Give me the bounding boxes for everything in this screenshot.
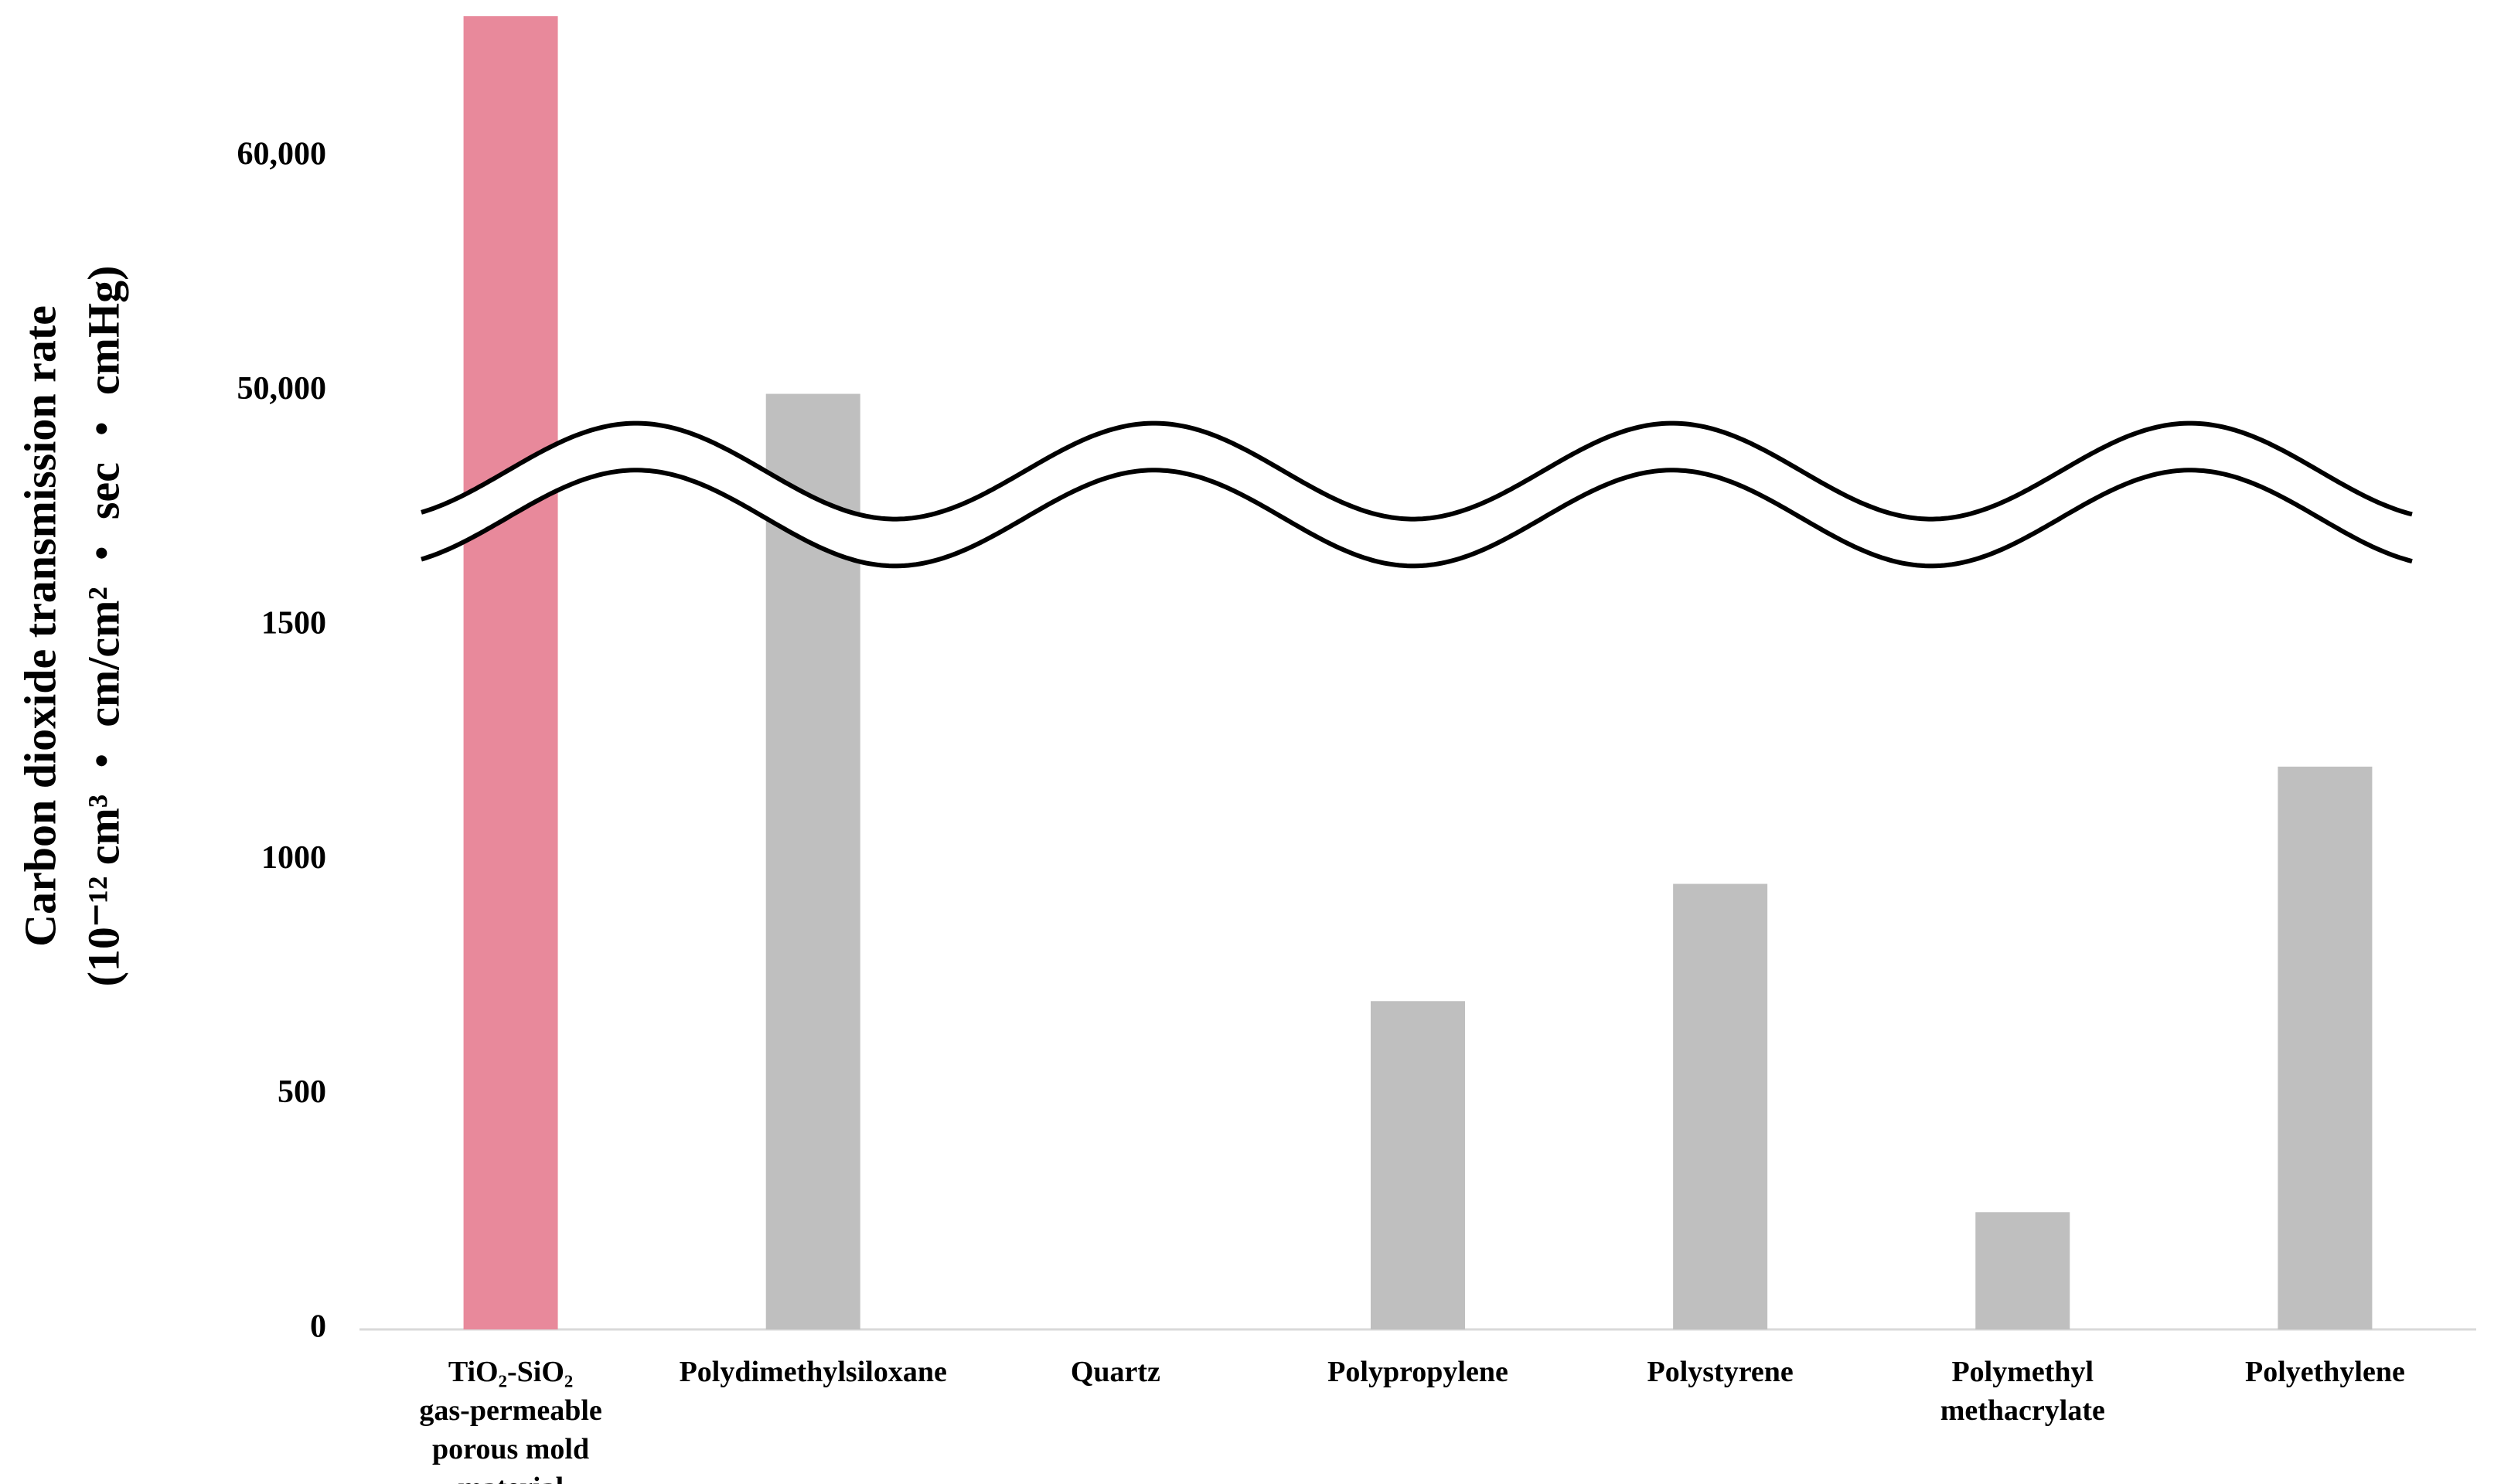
y-tick-label: 60,000 [237, 137, 327, 172]
x-tick-label: Polypropylene [1327, 1356, 1508, 1388]
x-tick-label: Polydimethylsiloxane [680, 1356, 947, 1388]
y-tick-label: 50,000 [237, 371, 327, 407]
y-tick-label: 1500 [261, 605, 326, 641]
x-tick-label: Polymethyl methacrylate [1940, 1356, 2105, 1427]
axis-break-line [421, 420, 2413, 522]
axis-break-fill [421, 423, 2412, 567]
bar [2278, 766, 2373, 1329]
y-axis-title-line: (10⁻¹² cm³ ・ cm/cm² ・ sec ・ cmHg) [78, 266, 128, 987]
x-tick-label: Quartz [1071, 1356, 1160, 1388]
y-tick-label: 500 [278, 1074, 326, 1110]
bar [1975, 1212, 2070, 1329]
y-tick-label: 1000 [261, 840, 326, 876]
y-axis-title-line: Carbon dioxide transmission rate [15, 305, 65, 947]
x-tick-label: Polyethylene [2245, 1356, 2405, 1388]
y-tick-label: 0 [310, 1309, 326, 1345]
x-tick-label: Polystyrene [1647, 1356, 1794, 1388]
axis-break-line [421, 468, 2413, 569]
bar [1371, 1001, 1465, 1329]
y-axis-title: Carbon dioxide transmission rate (10⁻¹² … [15, 266, 128, 987]
bar [463, 16, 558, 1329]
bar [1673, 883, 1768, 1329]
